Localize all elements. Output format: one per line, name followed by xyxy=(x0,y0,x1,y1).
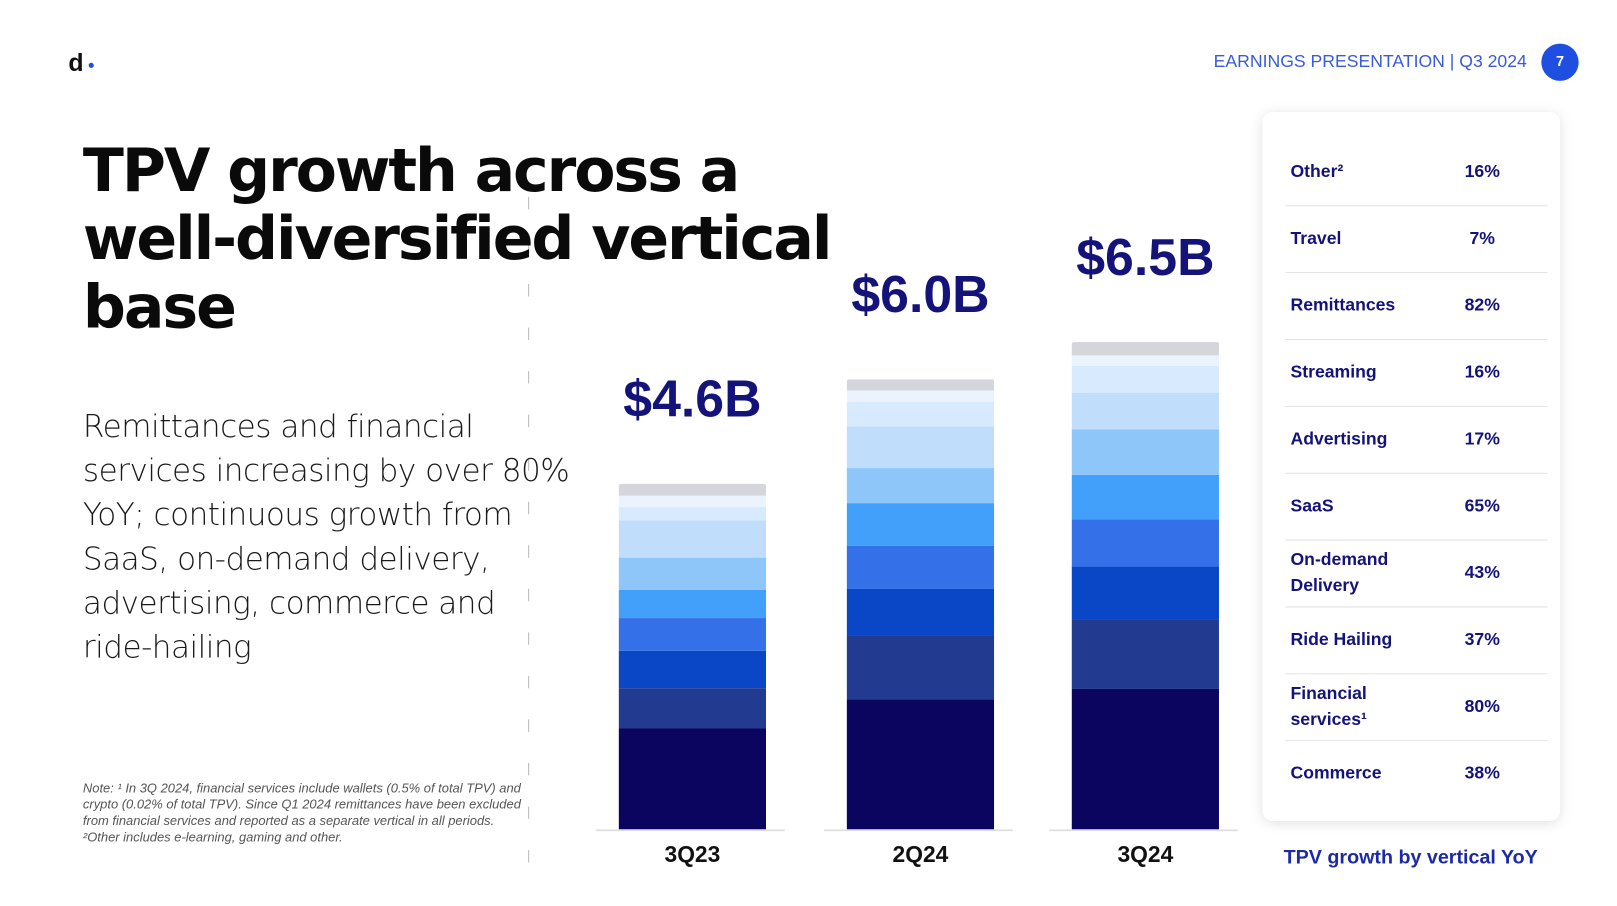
bar-segment xyxy=(1071,429,1219,475)
bar-segment xyxy=(1071,474,1219,520)
footnote: from financial services and reported as … xyxy=(83,813,494,828)
bar-segment xyxy=(846,381,995,391)
bar-segment xyxy=(618,618,767,651)
vertical-growth: 16% xyxy=(1465,362,1501,382)
bar-segment xyxy=(846,468,995,504)
bar-segment xyxy=(1071,688,1219,830)
vertical-name: Ride Hailing xyxy=(1290,629,1392,649)
x-tick-label: 3Q24 xyxy=(1117,841,1173,867)
bar-segment xyxy=(846,635,995,700)
vertical-growth: 7% xyxy=(1470,228,1496,248)
footnote: crypto (0.02% of total TPV). Since Q1 20… xyxy=(83,797,522,812)
bar-segment xyxy=(1071,519,1219,567)
total-label: $6.5B xyxy=(1076,228,1214,286)
page-badge xyxy=(1541,43,1579,81)
vertical-growth: 82% xyxy=(1465,295,1501,315)
body-text: services increasing by over 80% xyxy=(83,453,569,489)
bar-segment xyxy=(618,557,767,590)
bar-segment xyxy=(1071,619,1219,689)
vertical-name: Streaming xyxy=(1290,362,1376,382)
page-number: 7 xyxy=(1556,54,1564,70)
slide-title: TPV growth across a xyxy=(83,136,738,206)
bar-segment xyxy=(1071,365,1219,393)
bar-segment xyxy=(618,506,767,521)
bar-segment xyxy=(846,699,995,830)
total-label: $4.6B xyxy=(623,370,761,428)
bar-segment xyxy=(846,545,995,589)
vertical-growth: 43% xyxy=(1465,562,1501,582)
logo-dot xyxy=(88,62,94,68)
bar-segment xyxy=(618,728,767,830)
bar-segment xyxy=(846,426,995,469)
bar-segment xyxy=(618,520,767,558)
bar-segment xyxy=(618,688,767,729)
slide-title: well-diversified vertical xyxy=(83,204,830,274)
vertical-name: Commerce xyxy=(1290,763,1381,783)
bar-segment xyxy=(846,390,995,402)
footnote: ²Other includes e-learning, gaming and o… xyxy=(83,829,343,844)
logo: d xyxy=(68,49,83,77)
vertical-growth: 65% xyxy=(1465,495,1501,515)
bar-segment xyxy=(1071,355,1219,366)
header-text: EARNINGS PRESENTATION | Q3 2024 xyxy=(1214,51,1527,71)
bar-segment xyxy=(846,503,995,546)
body-text: YoY; continuous growth from xyxy=(83,497,512,533)
bar-segment xyxy=(618,650,767,689)
vertical-growth: 38% xyxy=(1465,763,1501,783)
vertical-name: On-demand xyxy=(1290,549,1388,569)
vertical-name: Delivery xyxy=(1290,575,1359,595)
vertical-growth: 80% xyxy=(1465,696,1501,716)
x-tick-label: 3Q23 xyxy=(665,841,721,867)
vertical-growth: 16% xyxy=(1465,161,1501,181)
slide-title: base xyxy=(83,273,235,343)
vertical-name: Financial xyxy=(1290,683,1366,703)
x-tick-label: 2Q24 xyxy=(893,841,949,867)
bar-segment xyxy=(1071,344,1219,356)
bar-segment xyxy=(1071,566,1219,620)
bar-segment xyxy=(1071,392,1219,430)
body-text: Remittances and financial xyxy=(83,409,473,445)
footnote: Note: ¹ In 3Q 2024, financial services i… xyxy=(83,780,522,795)
bar-cap xyxy=(1071,342,1219,347)
bar-segment xyxy=(618,485,767,496)
vertical-name: SaaS xyxy=(1290,495,1333,515)
vertical-name: Advertising xyxy=(1290,428,1387,448)
bar-segment xyxy=(846,401,995,427)
vertical-name: Remittances xyxy=(1290,295,1395,315)
bar-cap xyxy=(618,483,767,489)
bar-segment xyxy=(618,589,767,619)
bar-cap xyxy=(846,379,995,384)
body-text: SaaS, on-demand delivery, xyxy=(83,541,489,577)
vertical-growth: 17% xyxy=(1465,428,1501,448)
body-text: advertising, commerce and xyxy=(83,585,495,621)
total-label: $6.0B xyxy=(851,265,989,323)
vertical-name: Other² xyxy=(1290,161,1343,181)
vertical-name: services¹ xyxy=(1290,709,1367,729)
table-caption: TPV growth by vertical YoY xyxy=(1284,846,1538,868)
bar-segment xyxy=(618,495,767,507)
vertical-growth: 37% xyxy=(1465,629,1501,649)
vertical-name: Travel xyxy=(1290,228,1341,248)
bar-segment xyxy=(846,588,995,636)
growth-card xyxy=(1262,111,1560,821)
body-text: ride-hailing xyxy=(83,629,251,665)
